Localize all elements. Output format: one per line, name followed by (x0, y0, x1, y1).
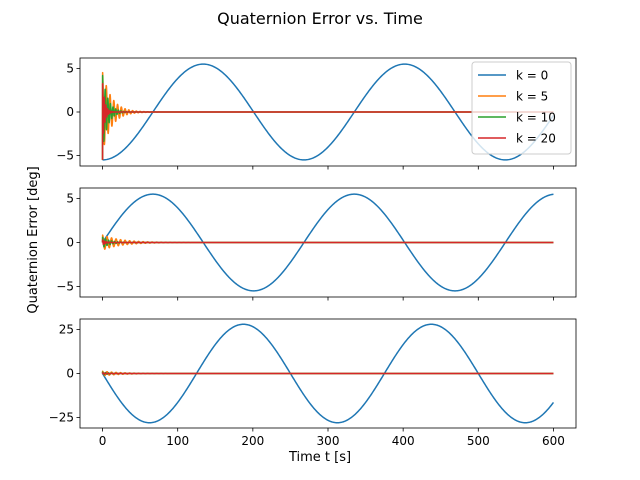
series-line-k-20 (101, 239, 554, 246)
subplot-2: −5 0 5 (56, 187, 577, 301)
chart-title: Quaternion Error vs. Time (217, 9, 423, 28)
y-tick-label: 5 (66, 192, 74, 206)
series-line-k-0 (101, 193, 554, 292)
legend-label: k = 10 (516, 111, 556, 125)
series-lines (101, 193, 554, 292)
y-tick-label: −25 (49, 410, 74, 424)
y-tick-label: 25 (59, 323, 74, 337)
y-tick-label: −5 (56, 149, 74, 163)
subplots: −5 0 5 −5 0 5 −25 0 25 0 100 200 300 400 500 600 (49, 57, 577, 448)
x-axis-label: Time t [s] (288, 450, 351, 465)
x-tick-label: 0 (99, 434, 107, 448)
y-tick-label: 5 (66, 61, 74, 75)
x-tick-label: 500 (467, 434, 490, 448)
y-tick-label: −5 (56, 279, 74, 293)
series-line-k-20 (101, 82, 554, 160)
y-axis-label: Quaternion Error [deg] (26, 166, 41, 313)
subplot-1: −5 0 5 (56, 57, 577, 170)
x-tick-label: 300 (317, 434, 340, 448)
legend-box (471, 61, 572, 155)
x-tick-label: 100 (166, 434, 189, 448)
subplot-3: −25 0 25 0 100 200 300 400 500 600 (49, 318, 577, 448)
y-tick-label: 0 (66, 105, 74, 119)
x-tick-label: 600 (542, 434, 565, 448)
y-tick-label: 0 (66, 236, 74, 250)
legend-label: k = 0 (516, 69, 548, 83)
legend-label: k = 5 (516, 90, 548, 104)
x-tick-label: 200 (241, 434, 264, 448)
legend: k = 0 k = 5 k = 10 k = 20 (471, 61, 572, 155)
legend-label: k = 20 (516, 132, 556, 146)
x-tick-label: 400 (392, 434, 415, 448)
y-tick-label: 0 (66, 367, 74, 381)
series-line-k-20 (101, 372, 554, 375)
series-lines (101, 323, 555, 424)
